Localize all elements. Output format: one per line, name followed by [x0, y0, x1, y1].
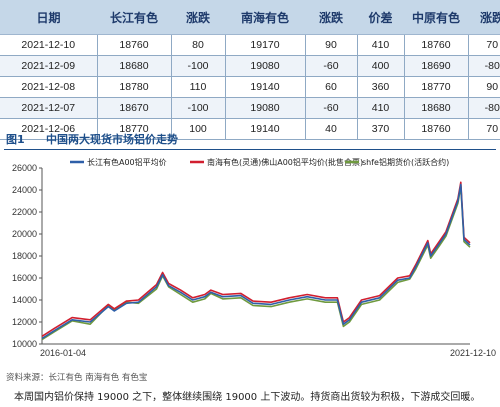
cell-change: 40 — [305, 118, 358, 140]
cell-date: 2021-12-09 — [0, 55, 98, 77]
table-row: 2021-12-09 18680 -100 19080 -60 400 1869… — [0, 55, 500, 77]
cell-nanhai: 19170 — [225, 34, 306, 56]
y-tick-label: 26000 — [12, 163, 37, 173]
cell-changjiang: 18770 — [97, 118, 172, 140]
y-tick-label: 14000 — [12, 295, 37, 305]
cell-zhongyuan: 18680 — [404, 97, 469, 119]
cell-change: 70 — [468, 118, 500, 140]
header-zhongyuan: 中原有色 — [404, 0, 468, 35]
cell-change: 110 — [171, 76, 226, 98]
cell-spread: 410 — [357, 97, 405, 119]
cell-date: 2021-12-06 — [0, 118, 98, 140]
cell-date: 2021-12-07 — [0, 97, 98, 119]
cell-change: -80 — [468, 97, 500, 119]
cell-change: 80 — [171, 34, 226, 56]
cell-nanhai: 19140 — [225, 76, 306, 98]
figure-number: 图1 — [6, 133, 25, 146]
header-spread: 价差 — [357, 0, 404, 35]
x-tick-label: 2021-12-10 — [450, 348, 496, 358]
cell-spread: 360 — [357, 76, 405, 98]
cell-spread: 370 — [357, 118, 405, 140]
y-tick-label: 20000 — [12, 229, 37, 239]
commentary-text: 本周国内铝价保持 19000 之下，整体继续围绕 19000 上下波动。持货商出… — [14, 392, 481, 403]
cell-zhongyuan: 18690 — [404, 55, 469, 77]
cell-nanhai: 19080 — [225, 97, 306, 119]
cell-change: 60 — [305, 76, 358, 98]
source-note: 资料来源：长江有色 南海有色 有色宝 — [6, 373, 148, 383]
series-line-0 — [41, 183, 471, 340]
cell-change: -100 — [171, 97, 226, 119]
cell-spread: 400 — [357, 55, 405, 77]
y-tick-label: 16000 — [12, 273, 37, 283]
table-row: 2021-12-08 18780 110 19140 60 360 18770 … — [0, 76, 500, 98]
table-row: 2021-12-10 18760 80 19170 90 410 18760 7… — [0, 34, 500, 56]
cell-changjiang: 18780 — [97, 76, 172, 98]
figure-title: 中国两大现货市场铝价走势 — [46, 133, 178, 146]
cell-changjiang: 18670 — [97, 97, 172, 119]
cell-nanhai: 19080 — [225, 55, 306, 77]
cell-zhongyuan: 18770 — [404, 76, 469, 98]
header-changjiang: 长江有色 — [97, 0, 171, 35]
cell-change: 70 — [468, 34, 500, 56]
table-header-row: 日期 长江有色 涨跌 南海有色 涨跌 价差 中原有色 涨跌 — [0, 0, 500, 35]
cell-nanhai: 19140 — [225, 118, 306, 140]
header-change-1: 涨跌 — [171, 0, 225, 35]
cell-changjiang: 18680 — [97, 55, 172, 77]
caption-rule — [4, 149, 496, 150]
y-tick-label: 12000 — [12, 317, 37, 327]
cell-zhongyuan: 18760 — [404, 118, 469, 140]
cell-date: 2021-12-08 — [0, 76, 98, 98]
cell-change: -60 — [305, 97, 358, 119]
y-tick-label: 24000 — [12, 185, 37, 195]
series-line-1 — [41, 181, 471, 337]
cell-change: 90 — [468, 76, 500, 98]
y-tick-label: 18000 — [12, 251, 37, 261]
y-tick-label: 10000 — [12, 339, 37, 349]
price-table: 日期 长江有色 涨跌 南海有色 涨跌 价差 中原有色 涨跌 2021-12-10… — [0, 0, 500, 140]
aluminum-price-chart: 10000 12000 14000 16000 18000 20000 22000 24000… — [12, 157, 496, 358]
legend-label: shfe铝期货价(活跃合约) — [362, 157, 449, 167]
legend-label: 南海有色(灵通)佛山A00铝平均价(批售含票) — [207, 157, 363, 167]
cell-change: -60 — [305, 55, 358, 77]
header-nanhai: 南海有色 — [225, 0, 305, 35]
series-line-2 — [41, 185, 471, 341]
header-change-2: 涨跌 — [305, 0, 357, 35]
x-tick-label: 2016-01-04 — [40, 348, 86, 358]
y-tick-label: 22000 — [12, 207, 37, 217]
header-date: 日期 — [0, 0, 97, 35]
table-row: 2021-12-07 18670 -100 19080 -60 410 1868… — [0, 97, 500, 119]
cell-change: -100 — [171, 55, 226, 77]
cell-change: -80 — [468, 55, 500, 77]
cell-spread: 410 — [357, 34, 405, 56]
cell-changjiang: 18760 — [97, 34, 172, 56]
header-change-3: 涨跌 — [468, 0, 500, 35]
table-row: 2021-12-06 18770 100 19140 40 370 18760 … — [0, 118, 500, 140]
cell-zhongyuan: 18760 — [404, 34, 469, 56]
cell-change: 100 — [171, 118, 226, 140]
legend-label: 长江有色A00铝平均价 — [87, 157, 167, 167]
cell-change: 90 — [305, 34, 358, 56]
figure-caption: 图1 中国两大现货市场铝价走势 — [6, 131, 178, 147]
cell-date: 2021-12-10 — [0, 34, 98, 56]
